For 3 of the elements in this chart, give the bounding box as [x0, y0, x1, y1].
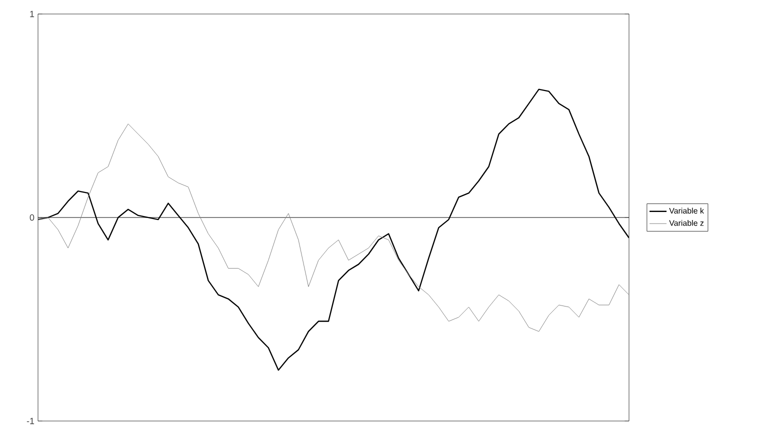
y-tick-label: -1 — [26, 418, 34, 424]
y-tick-label: 1 — [30, 10, 34, 18]
y-tick-label: 0 — [30, 214, 34, 221]
